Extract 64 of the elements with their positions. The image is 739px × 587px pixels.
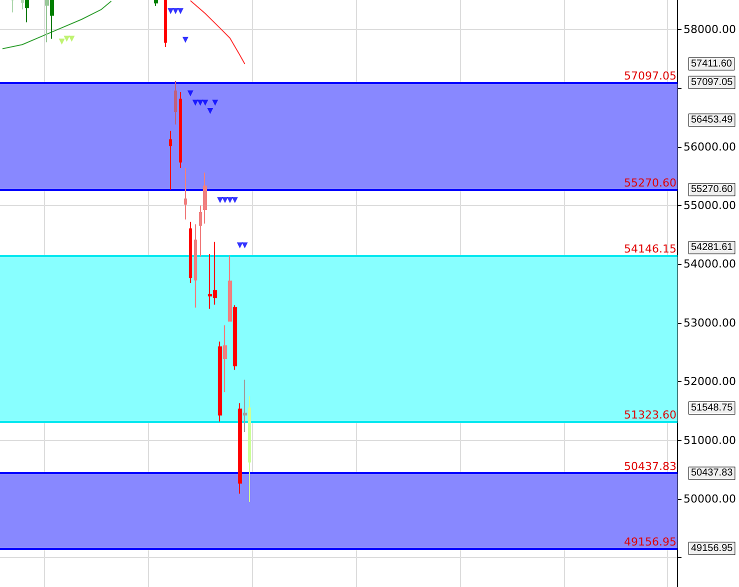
- point: [217, 197, 224, 204]
- candlestick: [194, 224, 197, 308]
- ref-line-label: 51323.60: [624, 408, 677, 422]
- text: 49156.95: [691, 542, 734, 554]
- candlestick: [164, 0, 167, 48]
- candlestick: [189, 221, 192, 284]
- ref-line-label: 57097.05: [624, 69, 677, 82]
- y-tick-label: 50000.00: [684, 492, 736, 506]
- candlestick: [218, 341, 222, 422]
- point: [202, 100, 208, 106]
- line-series: [190, 0, 246, 64]
- y-tick-label: 51000.00: [684, 434, 736, 447]
- point: [58, 38, 65, 45]
- candlestick: [248, 396, 251, 502]
- ref-line-label: 54146.15: [624, 242, 677, 256]
- candlestick: [233, 304, 237, 370]
- point: [64, 36, 70, 42]
- candlestick: [199, 204, 202, 258]
- candlestick: [21, 0, 24, 10]
- candlestick: [223, 324, 227, 393]
- text: 56453.49: [691, 114, 734, 126]
- point: [182, 36, 188, 43]
- point: [197, 100, 204, 106]
- candlestick: [179, 92, 182, 168]
- y-tick-label: 55000.00: [684, 198, 736, 212]
- point: [172, 8, 179, 14]
- line-series: [2, 0, 112, 50]
- candlestick: [154, 0, 158, 6]
- y-tick-label: 56000.00: [684, 140, 736, 154]
- candlestick: [203, 172, 207, 224]
- ref-line-label: 55270.60: [624, 176, 677, 190]
- y-tick-label: 52000.00: [684, 375, 736, 388]
- ref-line-label: 49156.95: [624, 535, 677, 548]
- ref-line-label: 50437.83: [624, 460, 677, 474]
- point: [68, 36, 75, 42]
- candlestick: [11, 0, 14, 13]
- candlestick: [174, 80, 177, 125]
- candlestick: [238, 402, 242, 494]
- point: [168, 8, 174, 14]
- point: [207, 108, 214, 114]
- text: 55270.60: [691, 184, 734, 196]
- point: [222, 197, 228, 204]
- point: [226, 197, 233, 204]
- candlestick: [25, 0, 29, 23]
- point: [242, 242, 248, 248]
- point: [232, 197, 238, 204]
- y-tick-label: 54000.00: [684, 258, 736, 271]
- candlestick: [243, 379, 247, 433]
- y-tick-label: 58000.00: [684, 22, 736, 36]
- candlestick: [184, 167, 187, 220]
- text: 57097.05: [691, 76, 734, 88]
- text: 57411.60: [691, 58, 732, 70]
- candlestick: [228, 254, 232, 322]
- candlestick: [45, 0, 49, 43]
- point: [187, 90, 194, 96]
- point: [192, 100, 198, 106]
- candlestick: [169, 130, 172, 190]
- y-tick-label: 53000.00: [684, 316, 736, 330]
- text: 51548.75: [691, 402, 734, 414]
- candlestick: [50, 0, 54, 40]
- text: 54281.61: [691, 242, 734, 254]
- text: 50437.83: [691, 468, 734, 479]
- point: [178, 8, 184, 14]
- point: [212, 100, 218, 106]
